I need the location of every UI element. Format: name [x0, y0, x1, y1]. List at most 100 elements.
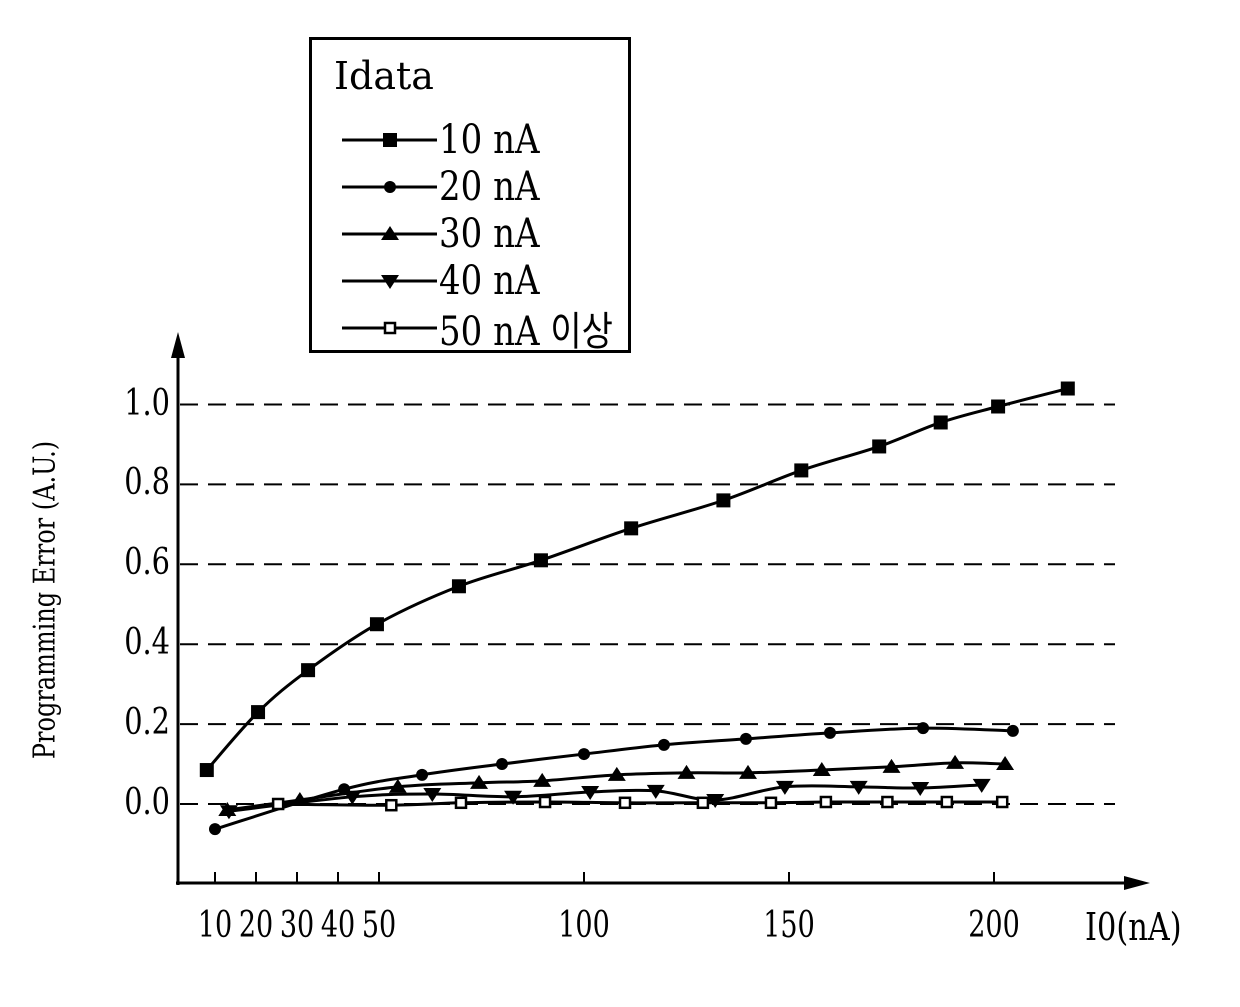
data-point-square [251, 705, 266, 720]
legend-item: 40 nA [342, 258, 557, 304]
y-tick-label: 0.8 [124, 462, 170, 504]
series-30-nA [218, 754, 1015, 816]
legend-label: 50 nA 이상 [439, 309, 613, 355]
series-line [228, 783, 982, 813]
data-point-triangle-down [706, 794, 725, 809]
legend-label: 20 nA [439, 164, 540, 210]
data-point-triangle-down [219, 805, 238, 820]
legend-item: 30 nA [342, 211, 557, 257]
data-point-circle [739, 732, 752, 745]
data-point-square [1060, 381, 1075, 396]
data-point-open-square [819, 795, 833, 809]
data-point-triangle-up [381, 226, 399, 240]
data-point-square [624, 521, 639, 536]
series-40-nA [219, 778, 991, 820]
data-point-square [933, 415, 948, 430]
y-axis-label: Programming Error (A.U.) [27, 440, 63, 760]
data-point-triangle-up [388, 778, 407, 793]
legend-swatch-icon [342, 181, 437, 193]
legend-swatch-icon [342, 321, 437, 335]
x-axis-label: I0(nA) [1085, 905, 1182, 949]
data-point-triangle-down [911, 782, 930, 797]
legend-label: 30 nA [439, 211, 540, 257]
data-point-open-square [454, 796, 468, 810]
data-point-circle [496, 758, 508, 771]
legend-swatch-icon [342, 226, 437, 240]
x-tick-label: 10 [197, 905, 233, 946]
series-line [214, 726, 1013, 831]
data-point-triangle-down [504, 790, 523, 805]
data-point-circle [1006, 724, 1019, 737]
data-point-circle [416, 768, 429, 781]
data-point-triangle-down [849, 780, 868, 795]
data-point-triangle-up [946, 754, 965, 769]
data-point-triangle-down [423, 788, 442, 803]
legend-label: 10 nA [439, 117, 540, 163]
x-tick-label: 150 [763, 905, 815, 946]
legend-item: 10 nA [342, 117, 557, 163]
legend-title: Idata [334, 54, 434, 98]
y-tick-label: 0.2 [124, 702, 170, 744]
data-point-square [451, 579, 466, 594]
x-tick-label: 20 [238, 905, 274, 946]
data-point-open-square [696, 796, 710, 810]
data-point-square [199, 763, 214, 778]
data-point-triangle-up [470, 774, 489, 789]
data-point-circle [824, 726, 836, 739]
data-point-triangle-down [381, 275, 399, 289]
data-point-triangle-down [646, 784, 665, 799]
x-tick-label: 200 [968, 905, 1020, 946]
data-point-open-square [385, 798, 398, 812]
legend-swatch-icon [342, 275, 437, 289]
legend-item: 50 nA 이상 [342, 306, 644, 355]
data-point-circle [917, 722, 930, 735]
x-tick-label: 50 [361, 905, 397, 946]
data-point-triangle-down [581, 786, 600, 801]
y-tick-label: 0.0 [124, 782, 170, 823]
y-tick-label: 0.4 [124, 622, 170, 664]
series-10-nA [199, 381, 1075, 778]
data-point-circle [578, 748, 590, 761]
x-tick-label: 30 [279, 905, 315, 946]
data-point-open-square [383, 321, 397, 335]
legend: Idata 10 nA 20 nA 30 nA 40 nA 50 nA 이상 [309, 37, 631, 355]
x-tick-label: 40 [320, 905, 356, 946]
data-point-square [872, 439, 887, 454]
y-tick-label: 1.0 [124, 382, 170, 424]
data-point-square [301, 663, 316, 678]
data-point-square [533, 553, 548, 568]
data-point-square [369, 617, 384, 632]
data-point-square [383, 133, 397, 147]
data-point-circle [209, 823, 221, 836]
data-point-open-square [940, 795, 954, 809]
data-point-open-square [618, 796, 632, 810]
legend-label: 40 nA [439, 258, 540, 304]
data-point-triangle-up [812, 762, 831, 777]
y-axis-arrow-icon [171, 332, 185, 358]
data-point-open-square [271, 797, 285, 811]
data-point-triangle-down [343, 790, 362, 805]
data-point-triangle-up [677, 764, 696, 779]
data-point-circle [657, 738, 670, 751]
data-point-circle [384, 181, 396, 193]
data-point-triangle-up [607, 766, 626, 781]
data-point-square [991, 399, 1006, 414]
series-50-nA-이상 [271, 795, 1009, 812]
series-line [205, 387, 1069, 772]
x-tick-label: 100 [558, 905, 610, 946]
data-point-triangle-up [882, 758, 901, 773]
legend-item: 20 nA [342, 164, 557, 210]
data-point-square [794, 463, 809, 478]
data-point-open-square [538, 795, 552, 809]
x-axis-arrow-icon [1124, 876, 1150, 890]
data-point-open-square [881, 795, 894, 809]
y-tick-label: 0.6 [124, 542, 170, 584]
data-point-triangle-up [996, 756, 1015, 771]
data-point-open-square [764, 796, 778, 810]
series-line [278, 800, 1003, 807]
data-point-triangle-up [533, 772, 552, 787]
data-point-triangle-up [739, 764, 757, 779]
data-point-triangle-down [972, 778, 991, 793]
data-point-open-square [995, 795, 1009, 809]
